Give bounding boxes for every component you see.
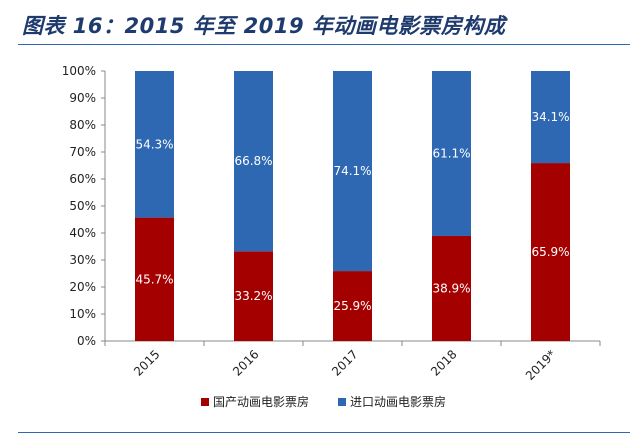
bar-domestic [432,235,471,341]
x-tick-label: 2019* [523,347,559,383]
y-tick-label: 60% [69,172,96,186]
bar-imported [333,71,372,272]
y-tick-label: 10% [69,307,96,321]
bar-data-label: 74.1% [333,164,371,178]
x-tick-label: 2016 [230,347,261,378]
legend-swatch-domestic [201,398,209,406]
bar-domestic [234,251,273,341]
bar-domestic [135,217,174,341]
y-tick-label: 50% [69,199,96,213]
bar-data-label: 65.9% [531,245,569,259]
bar-domestic [531,163,570,341]
bar-data-label: 38.9% [432,281,470,295]
legend-label-imported: 进口动画电影票房 [350,394,446,409]
y-tick-label: 70% [69,145,96,159]
bar-data-label: 61.1% [432,146,470,160]
bar-data-label: 25.9% [333,299,371,313]
legend-swatch-imported [338,398,346,406]
bar-data-label: 45.7% [135,272,173,286]
y-tick-label: 20% [69,280,96,294]
bar-domestic [333,271,372,341]
y-tick-label: 90% [69,91,96,105]
x-tick-label: 2018 [428,347,459,378]
bar-data-label: 33.2% [234,289,272,303]
y-tick-label: 80% [69,118,96,132]
y-tick-label: 0% [77,334,96,348]
y-tick-label: 30% [69,253,96,267]
x-tick-label: 2017 [329,347,360,378]
bar-imported [531,71,570,164]
legend-label-domestic: 国产动画电影票房 [213,394,309,409]
y-tick-label: 40% [69,226,96,240]
top-divider [18,44,630,45]
x-tick-label: 2015 [131,347,162,378]
bar-data-label: 34.1% [531,110,569,124]
bar-imported [135,71,174,218]
y-tick-label: 100% [62,64,96,78]
figure-title: 图表 16：2015 年至 2019 年动画电影票房构成 [22,14,506,38]
bar-imported [234,71,273,252]
bar-imported [432,71,471,236]
bar-data-label: 66.8% [234,154,272,168]
bottom-divider [18,432,630,433]
bar-data-label: 54.3% [135,137,173,151]
